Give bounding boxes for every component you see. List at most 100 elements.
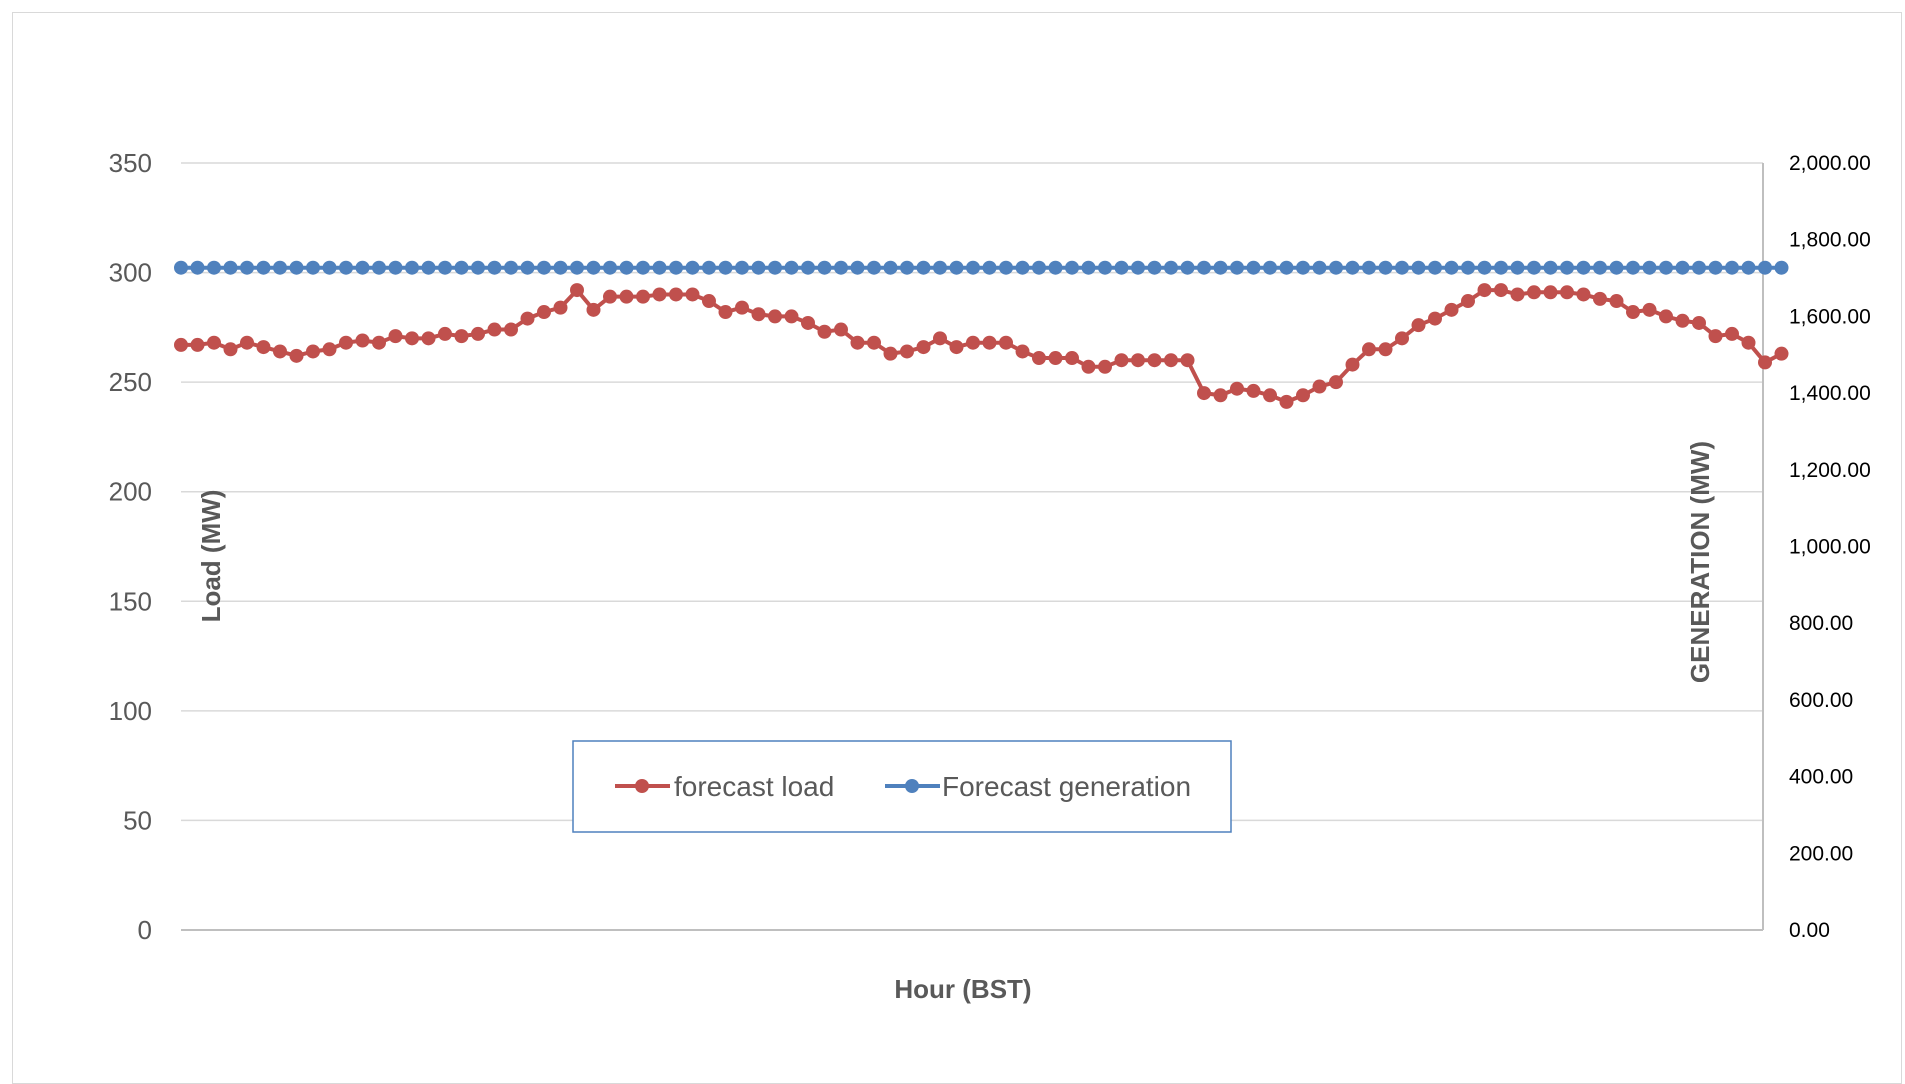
point-forecast-generation (1708, 260, 1723, 275)
point-forecast-generation (933, 260, 947, 275)
point-forecast-load (1147, 353, 1162, 368)
point-forecast-generation (867, 260, 881, 275)
point-forecast-generation (784, 260, 799, 275)
point-forecast-generation (1180, 260, 1195, 275)
point-forecast-generation (1263, 260, 1277, 275)
point-forecast-generation (1378, 260, 1393, 275)
point-forecast-generation (223, 260, 238, 275)
point-forecast-generation (768, 260, 782, 275)
point-forecast-generation (1246, 260, 1261, 275)
point-forecast-generation (504, 260, 518, 275)
point-forecast-generation (1395, 260, 1409, 275)
point-forecast-generation (1725, 260, 1739, 275)
point-forecast-load (1593, 291, 1607, 306)
y2-tick-label: 400.00 (1789, 766, 1853, 789)
point-forecast-generation (883, 260, 898, 275)
point-forecast-load (1428, 311, 1442, 326)
point-forecast-generation (1329, 260, 1343, 275)
point-forecast-generation (1494, 260, 1508, 275)
right-axis-ticks: 0.00 200.00 400.00 600.00 800.00 1,000.00 1,20… (1789, 152, 1871, 942)
point-forecast-generation (1362, 260, 1376, 275)
point-forecast-generation (339, 260, 353, 275)
point-forecast-generation (1560, 260, 1574, 275)
point-forecast-generation (1098, 260, 1112, 275)
point-forecast-load (1032, 351, 1046, 366)
point-forecast-load (850, 335, 865, 350)
point-forecast-load (801, 315, 815, 330)
point-forecast-generation (487, 260, 502, 275)
point-forecast-generation (1164, 260, 1178, 275)
point-forecast-generation (537, 260, 551, 275)
point-forecast-generation (1774, 260, 1789, 275)
point-forecast-load (751, 307, 766, 322)
point-forecast-generation (1626, 260, 1640, 275)
point-forecast-load (553, 300, 568, 315)
point-forecast-generation (735, 260, 749, 275)
point-forecast-generation (900, 260, 914, 275)
point-forecast-generation (949, 260, 964, 275)
point-forecast-load (1758, 355, 1772, 370)
point-forecast-generation (1312, 260, 1327, 275)
y-axis-title: Load (MW) (196, 490, 226, 623)
point-forecast-generation (388, 260, 403, 275)
point-forecast-load (718, 305, 733, 320)
y2-axis-title: GENERATION (MW) (1685, 441, 1715, 683)
point-forecast-generation (834, 260, 848, 275)
point-forecast-generation (850, 260, 865, 275)
point-forecast-load (1560, 285, 1574, 300)
y-tick-label: 100 (109, 696, 152, 726)
point-forecast-generation (240, 260, 254, 275)
point-forecast-generation (1081, 260, 1096, 275)
point-forecast-load (190, 337, 205, 352)
series-line-forecast-load (181, 287, 1783, 405)
point-forecast-generation (1197, 260, 1211, 275)
legend-label-forecast-generation: Forecast generation (942, 771, 1191, 802)
point-forecast-load (982, 335, 997, 350)
point-forecast-load (1213, 388, 1228, 403)
y-tick-label: 300 (109, 258, 152, 288)
point-forecast-load (256, 340, 271, 355)
y2-tick-label: 1,800.00 (1789, 229, 1871, 252)
point-forecast-load (1230, 381, 1244, 396)
point-forecast-load (174, 337, 188, 352)
point-forecast-load (1048, 351, 1063, 366)
point-forecast-load (1411, 318, 1426, 333)
point-forecast-generation (1477, 260, 1492, 275)
point-forecast-load (1708, 329, 1723, 344)
y2-tick-label: 1,200.00 (1789, 459, 1871, 482)
y2-tick-label: 1,000.00 (1789, 536, 1871, 559)
point-forecast-load (405, 331, 419, 346)
y2-tick-label: 1,400.00 (1789, 382, 1871, 405)
point-forecast-generation (1296, 260, 1310, 275)
point-forecast-load (1692, 315, 1706, 330)
point-forecast-generation (1692, 260, 1706, 275)
point-forecast-load (685, 287, 700, 302)
point-forecast-generation (1131, 260, 1145, 275)
point-forecast-load (619, 289, 634, 304)
point-forecast-load (1477, 283, 1492, 298)
point-forecast-load (1312, 379, 1327, 394)
point-forecast-load (223, 342, 238, 357)
y-tick-label: 350 (109, 148, 152, 178)
point-forecast-load (768, 309, 782, 324)
y-tick-label: 250 (109, 367, 152, 397)
point-forecast-load (1642, 302, 1657, 317)
point-forecast-load (306, 344, 320, 359)
point-forecast-load (339, 335, 353, 350)
point-forecast-load (603, 289, 617, 304)
point-forecast-generation (999, 260, 1013, 275)
y-tick-label: 50 (123, 805, 152, 835)
point-forecast-load (438, 326, 452, 341)
point-forecast-load (1609, 294, 1624, 309)
point-forecast-generation (685, 260, 700, 275)
point-forecast-load (949, 340, 964, 355)
point-forecast-generation (322, 260, 337, 275)
point-forecast-generation (438, 260, 452, 275)
point-forecast-generation (174, 260, 188, 275)
point-forecast-generation (1593, 260, 1607, 275)
point-forecast-generation (273, 260, 287, 275)
point-forecast-generation (570, 260, 584, 275)
point-forecast-load (1659, 309, 1673, 324)
point-forecast-load (388, 329, 403, 344)
point-forecast-generation (1411, 260, 1426, 275)
